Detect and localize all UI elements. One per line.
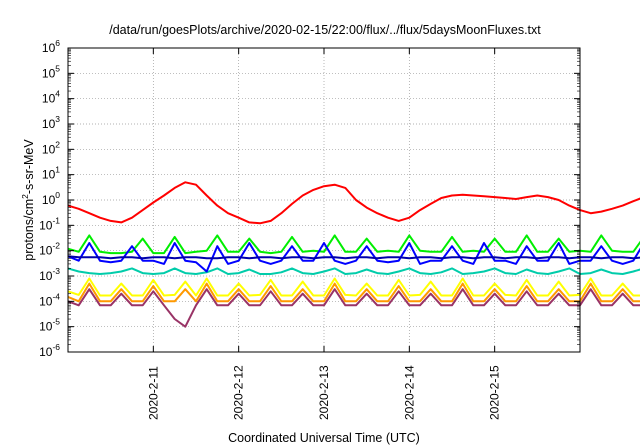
x-tick-label: 2020-2-11 xyxy=(146,366,160,420)
series-line xyxy=(67,267,640,275)
series-line xyxy=(67,277,640,297)
y-tick-label: 10-5 xyxy=(39,317,60,334)
y-tick-label: 10-4 xyxy=(39,291,60,308)
y-tick-label: 10-2 xyxy=(39,241,60,258)
y-axis-label-exp: 2 xyxy=(20,194,30,199)
series-line xyxy=(67,234,640,255)
x-tick-label: 2020-2-15 xyxy=(488,365,502,420)
y-tick-label: 104 xyxy=(42,89,60,106)
y-tick-label: 106 xyxy=(42,38,60,55)
y-tick-label: 102 xyxy=(42,139,60,156)
y-tick-label: 10-1 xyxy=(39,215,60,232)
y-axis-label-rest: -s-sr-MeV xyxy=(22,139,36,195)
series-line xyxy=(67,181,640,225)
x-axis: 2020-2-11 2020-2-12 2020-2-13 2020-2-14 2020… xyxy=(146,48,502,420)
series-group xyxy=(67,181,640,328)
series-line xyxy=(67,288,640,328)
chart-title: /data/run/goesPlots/archive/2020-02-15/2… xyxy=(109,23,541,37)
y-tick-label: 10-3 xyxy=(39,266,60,283)
y-tick-label: 100 xyxy=(42,190,60,207)
x-tick-label: 2020-2-12 xyxy=(232,365,246,420)
y-tick-label: 105 xyxy=(42,63,60,80)
series-line xyxy=(67,255,640,260)
x-axis-label: Coordinated Universal Time (UTC) xyxy=(228,431,420,445)
y-axis-label-main: protons/cm xyxy=(22,199,36,261)
x-tick-label: 2020-2-14 xyxy=(402,365,416,420)
grid xyxy=(68,48,580,352)
y-tick-label: 10-6 xyxy=(39,342,60,359)
series-line xyxy=(67,242,640,273)
x-tick-label: 2020-2-13 xyxy=(317,365,331,420)
series-line xyxy=(67,282,640,303)
y-tick-label: 101 xyxy=(42,165,60,182)
y-axis: 10-6 10-5 10-4 10-3 10-2 10-1 100 101 102 103 104 1… xyxy=(39,38,580,359)
y-axis-label: protons/cm2-s-sr-MeV xyxy=(20,139,36,261)
y-tick-label: 103 xyxy=(42,114,60,131)
